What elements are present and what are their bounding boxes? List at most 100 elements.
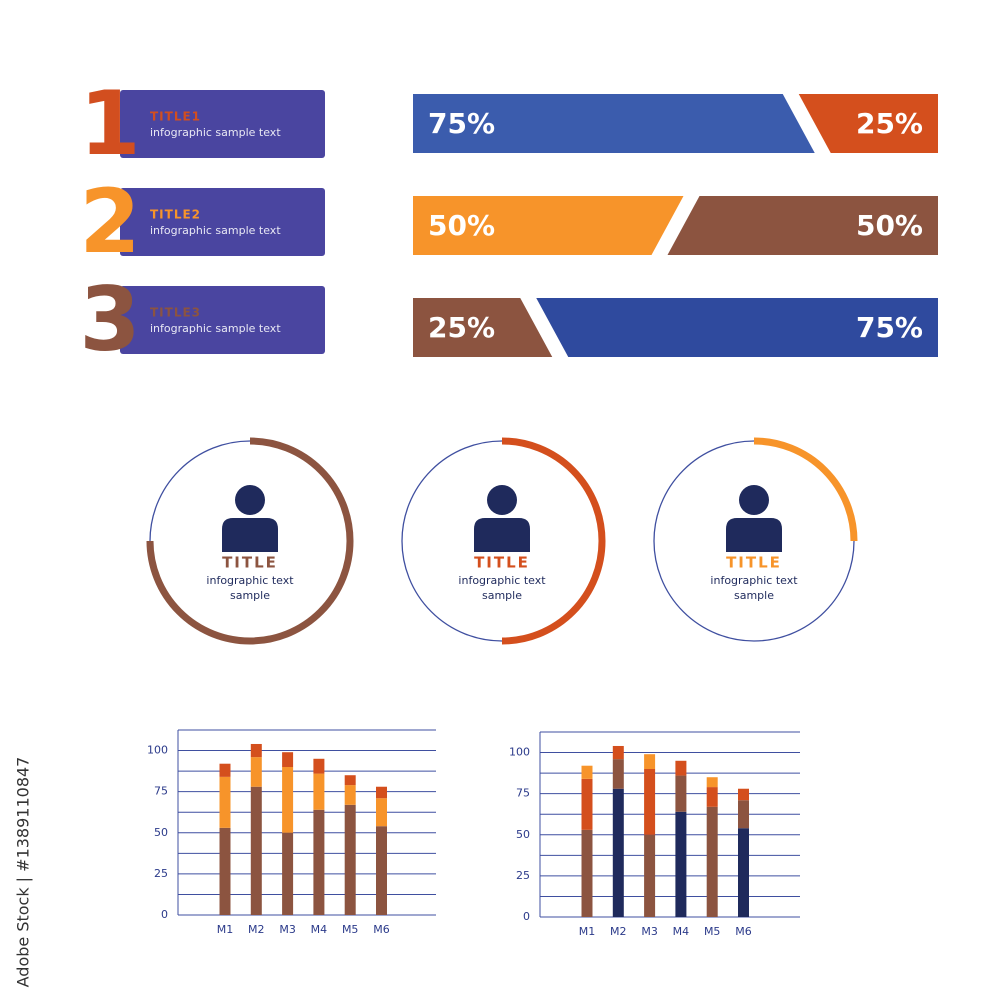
x-tick-label: M6 (373, 923, 390, 936)
bar-segment (738, 788, 749, 801)
card-number: 3 (79, 268, 140, 371)
bar-segment (219, 763, 231, 777)
split-bar-label: 25% (428, 311, 495, 344)
progress-arc (501, 437, 606, 645)
y-tick-label: 0 (161, 908, 168, 921)
y-tick-label: 0 (523, 910, 530, 923)
bar-segment (738, 828, 749, 917)
y-tick-label: 25 (516, 869, 530, 882)
split-bar-segment (667, 196, 938, 255)
card-title: TITLE2 (150, 208, 201, 222)
bar-segment (706, 777, 718, 788)
bar-segment (250, 743, 262, 758)
person-body (474, 518, 530, 552)
bar-segment (250, 786, 262, 915)
bar-segment (313, 773, 325, 810)
profile-text: infographic text (458, 574, 546, 587)
profile-title: TITLE (222, 554, 278, 572)
x-tick-label: M4 (311, 923, 328, 936)
bar-segment (376, 786, 387, 799)
card-number: 1 (79, 72, 140, 175)
card-text: infographic sample text (150, 224, 281, 237)
person-head (487, 485, 517, 515)
bar-segment (581, 765, 593, 779)
bar-segment (282, 752, 294, 767)
progress-arc (146, 437, 354, 645)
bar-segment (612, 788, 624, 917)
person-body (222, 518, 278, 552)
bar-segment (738, 800, 749, 829)
split-bar-segment (413, 196, 684, 255)
y-tick-label: 100 (509, 746, 530, 759)
watermark: Adobe Stock | #1389110847 (14, 757, 33, 988)
bar-segment (219, 776, 231, 828)
y-tick-label: 50 (516, 828, 530, 841)
split-bar-segment (413, 94, 815, 153)
bar-segment (282, 767, 294, 833)
bar-segment (376, 826, 387, 915)
split-bar-segment (536, 298, 938, 357)
bar-segment (706, 806, 718, 917)
x-tick-label: M5 (704, 925, 721, 938)
bar-segment (675, 775, 687, 812)
bar-segment (644, 769, 656, 835)
y-tick-label: 25 (154, 867, 168, 880)
split-bar-label: 75% (856, 311, 923, 344)
profile-text: sample (482, 589, 522, 602)
profile-title: TITLE (474, 554, 530, 572)
card-title: TITLE1 (150, 110, 201, 124)
x-tick-label: M5 (342, 923, 359, 936)
x-tick-label: M6 (735, 925, 752, 938)
card-title: TITLE3 (150, 306, 201, 320)
progress-arc (753, 437, 858, 542)
split-bar-label: 50% (856, 209, 923, 242)
bar-segment (219, 827, 231, 915)
bar-segment (313, 809, 325, 915)
split-bar-segment (798, 94, 938, 153)
y-tick-label: 50 (154, 826, 168, 839)
person-head (739, 485, 769, 515)
bar-segment (313, 758, 325, 774)
bar-segment (376, 798, 387, 827)
card-text: infographic sample text (150, 322, 281, 335)
x-tick-label: M2 (248, 923, 265, 936)
bar-segment (644, 834, 656, 917)
bar-segment (612, 759, 624, 789)
x-tick-label: M3 (641, 925, 658, 938)
x-tick-label: M4 (673, 925, 690, 938)
card-text: infographic sample text (150, 126, 281, 139)
split-bar-segment (413, 298, 553, 357)
profile-text: sample (230, 589, 270, 602)
x-tick-label: M3 (279, 923, 296, 936)
y-tick-label: 75 (154, 785, 168, 798)
x-tick-label: M1 (579, 925, 596, 938)
bar-segment (344, 775, 356, 786)
bar-segment (581, 778, 593, 830)
person-head (235, 485, 265, 515)
card (120, 90, 325, 158)
x-tick-label: M1 (217, 923, 234, 936)
bar-segment (250, 757, 262, 787)
bar-segment (344, 785, 356, 805)
card (120, 188, 325, 256)
split-bar-label: 25% (856, 107, 923, 140)
person-body (726, 518, 782, 552)
bar-segment (344, 804, 356, 915)
bar-segment (675, 811, 687, 917)
card-number: 2 (79, 170, 140, 273)
split-bar-label: 50% (428, 209, 495, 242)
bar-segment (675, 760, 687, 776)
y-tick-label: 100 (147, 744, 168, 757)
bar-segment (644, 754, 656, 769)
bar-segment (581, 829, 593, 917)
bar-segment (282, 832, 294, 915)
split-bar-label: 75% (428, 107, 495, 140)
card (120, 286, 325, 354)
profile-text: sample (734, 589, 774, 602)
profile-title: TITLE (726, 554, 782, 572)
profile-text: infographic text (206, 574, 294, 587)
bar-segment (706, 787, 718, 807)
bar-segment (612, 745, 624, 760)
x-tick-label: M2 (610, 925, 627, 938)
